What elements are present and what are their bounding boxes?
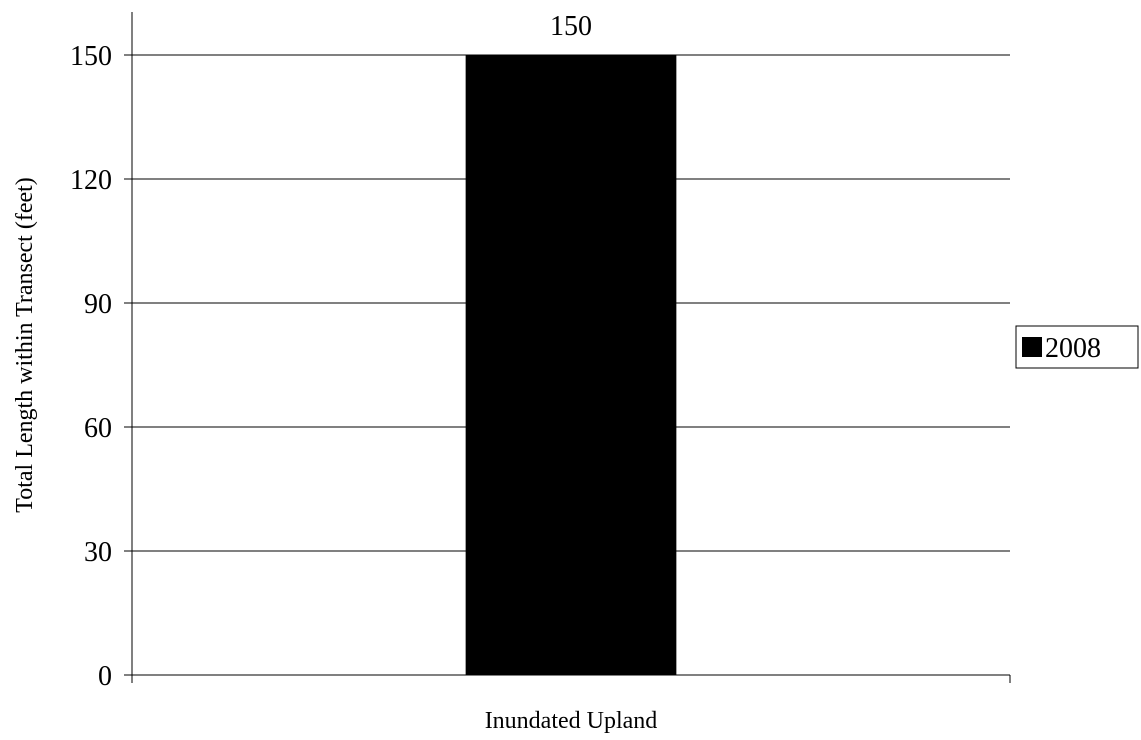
data-label-0: 150 [550,11,592,42]
y-tick-label-120: 120 [70,165,112,196]
y-axis-label: Total Length within Transect (feet) [12,177,38,513]
legend-swatch-2008 [1022,337,1042,357]
y-tick-label-0: 0 [98,661,112,692]
data-labels: 150 [550,11,592,42]
y-tick-label-90: 90 [84,289,112,320]
x-category-label-0: Inundated Upland [485,708,658,734]
axes [124,12,1011,683]
legend: 2008 [1015,325,1139,369]
legend-label-2008: 2008 [1045,333,1101,364]
y-tick-label-30: 30 [84,537,112,568]
bars [465,55,677,675]
bar-2008-0 [465,55,677,675]
x-category-labels: Inundated Upland [485,708,658,734]
y-tick-labels: 0 30 60 90 120 150 [70,41,112,692]
y-tick-label-150: 150 [70,41,112,72]
y-tick-label-60: 60 [84,413,112,444]
